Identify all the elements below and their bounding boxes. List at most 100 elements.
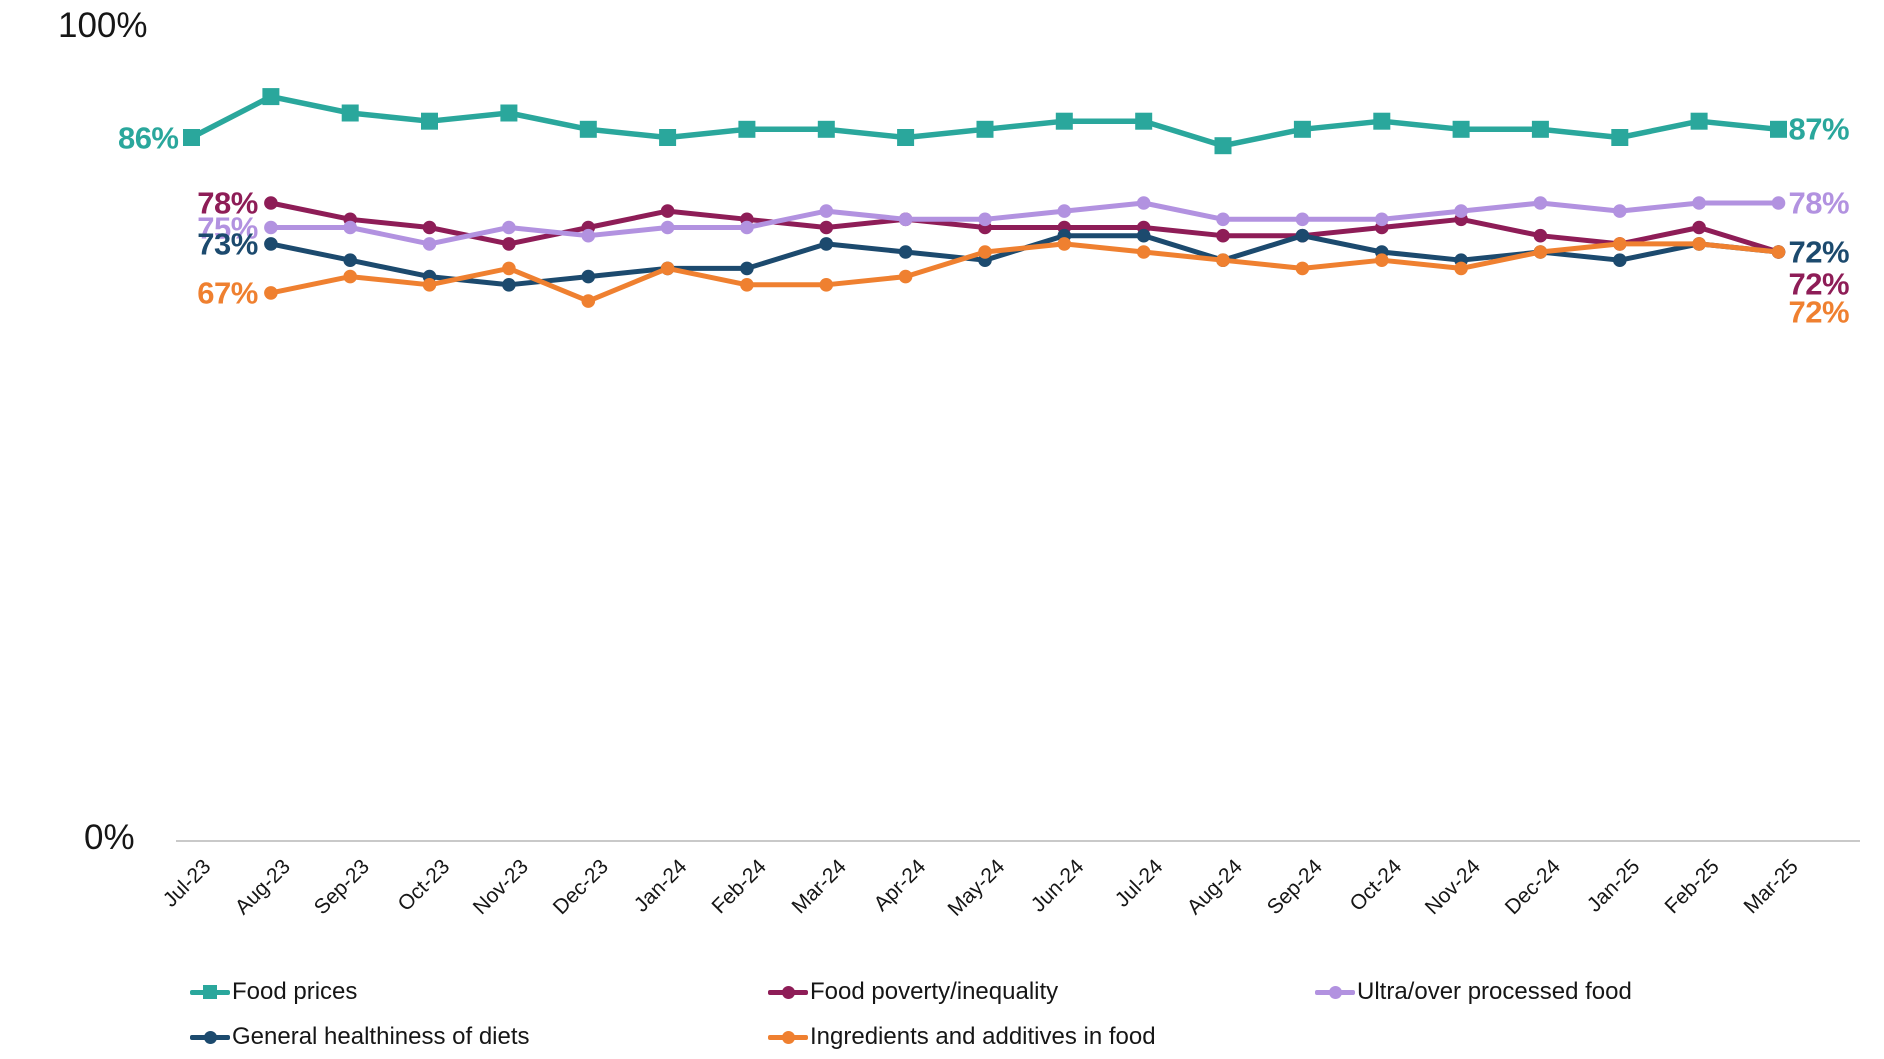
data-point-marker-food-poverty-inequality <box>660 204 675 218</box>
data-point-marker-food-prices <box>897 129 915 146</box>
data-point-marker-ultra-over-processed-food <box>660 220 675 235</box>
data-point-marker-ingredients-and-additives-in-food <box>1375 253 1389 267</box>
data-point-marker-ultra-over-processed-food <box>1295 212 1310 227</box>
data-point-marker-food-prices <box>341 104 359 122</box>
data-point-marker-ultra-over-processed-food <box>740 220 754 235</box>
data-point-marker-ultra-over-processed-food <box>1613 204 1627 218</box>
data-point-marker-food-prices <box>1531 120 1549 138</box>
data-point-marker-food-poverty-inequality <box>819 220 834 235</box>
data-point-marker-food-poverty-inequality <box>1692 220 1706 235</box>
data-point-marker-food-prices <box>817 120 835 138</box>
data-point-marker-ultra-over-processed-food <box>978 212 992 227</box>
series-start-label-food-prices: 86% <box>117 120 179 156</box>
data-point-marker-food-poverty-inequality <box>1533 228 1548 243</box>
data-point-marker-food-prices <box>1214 137 1232 155</box>
data-point-marker-ingredients-and-additives-in-food <box>1216 253 1230 267</box>
data-point-marker-general-healthiness-of-diets <box>1613 253 1627 267</box>
data-point-marker-ultra-over-processed-food <box>1692 196 1706 210</box>
series-start-label-general-healthiness-of-diets: 73% <box>197 226 258 262</box>
data-point-marker-ingredients-and-additives-in-food <box>660 261 675 276</box>
data-point-marker-ultra-over-processed-food <box>502 220 516 235</box>
legend-label: Ultra/over processed food <box>1357 978 1632 1005</box>
data-point-marker-food-prices <box>738 120 756 138</box>
data-point-marker-ingredients-and-additives-in-food <box>343 269 358 284</box>
data-point-marker-food-prices <box>1770 120 1787 138</box>
data-point-marker-ingredients-and-additives-in-food <box>1057 237 1072 251</box>
data-point-marker-general-healthiness-of-diets <box>1295 228 1310 243</box>
data-point-marker-ingredients-and-additives-in-food <box>422 278 437 292</box>
data-point-marker-food-prices <box>1690 112 1708 130</box>
data-point-marker-food-prices <box>659 129 677 146</box>
data-point-marker-ingredients-and-additives-in-food <box>978 245 992 259</box>
legend-item-ultra-over-processed-food: Ultra/over processed food <box>1315 978 1632 1005</box>
legend-marker-icon <box>190 979 230 1005</box>
data-point-marker-ingredients-and-additives-in-food <box>1692 237 1706 251</box>
series-end-label-ingredients-and-additives-in-food: 72% <box>1788 294 1850 330</box>
data-point-marker-food-poverty-inequality <box>422 220 437 235</box>
data-point-marker-ultra-over-processed-food <box>1375 212 1389 227</box>
data-point-marker-food-poverty-inequality <box>502 237 516 251</box>
legend-marker-icon <box>190 1024 230 1050</box>
x-axis-line <box>176 840 1860 842</box>
legend-item-ingredients-and-additives-in-food: Ingredients and additives in food <box>768 1023 1156 1050</box>
y-axis-max-label: 100% <box>58 6 148 45</box>
series-line-ultra-over-processed-food <box>268 200 1781 247</box>
data-point-marker-ultra-over-processed-food <box>898 212 913 227</box>
data-point-marker-ingredients-and-additives-in-food <box>1295 261 1310 276</box>
series-end-label-general-healthiness-of-diets: 72% <box>1788 234 1850 270</box>
series-end-label-food-poverty-inequality: 72% <box>1788 266 1850 302</box>
data-point-marker-general-healthiness-of-diets <box>343 253 358 267</box>
legend-label: Food poverty/inequality <box>810 978 1059 1005</box>
data-point-marker-food-prices <box>1611 129 1629 146</box>
series-start-label-ultra-over-processed-food: 75% <box>197 210 258 245</box>
data-point-marker-general-healthiness-of-diets <box>264 237 278 251</box>
legend-marker-icon <box>768 979 808 1005</box>
data-point-marker-ultra-over-processed-food <box>422 237 437 251</box>
data-point-marker-general-healthiness-of-diets <box>740 261 754 276</box>
series-end-label-ultra-over-processed-food: 78% <box>1788 185 1850 221</box>
legend-item-food-prices: Food prices <box>190 978 358 1005</box>
data-point-marker-ultra-over-processed-food <box>819 204 834 218</box>
legend-label: Ingredients and additives in food <box>810 1023 1156 1050</box>
data-point-marker-ultra-over-processed-food <box>1216 212 1230 227</box>
data-point-marker-ingredients-and-additives-in-food <box>581 294 596 308</box>
data-point-marker-ingredients-and-additives-in-food <box>898 269 913 284</box>
legend-marker-icon <box>768 1024 808 1050</box>
data-point-marker-general-healthiness-of-diets <box>581 269 596 284</box>
series-end-label-food-prices: 87% <box>1788 111 1850 147</box>
legend-label: Food prices <box>232 978 358 1005</box>
data-point-marker-food-prices <box>1055 112 1073 130</box>
data-point-marker-food-prices <box>1373 112 1391 130</box>
data-point-marker-general-healthiness-of-diets <box>819 237 834 251</box>
data-point-marker-food-prices <box>262 88 280 106</box>
series-start-label-ingredients-and-additives-in-food: 67% <box>197 275 258 311</box>
legend-item-general-healthiness-of-diets: General healthiness of diets <box>190 1023 530 1050</box>
legend-item-food-poverty-inequality: Food poverty/inequality <box>768 978 1059 1005</box>
data-point-marker-ultra-over-processed-food <box>1136 196 1151 210</box>
data-point-marker-food-prices <box>183 129 200 146</box>
data-point-marker-ultra-over-processed-food <box>1771 196 1786 210</box>
data-point-marker-ultra-over-processed-food <box>1454 204 1468 218</box>
data-point-marker-food-prices <box>1452 120 1470 138</box>
data-point-marker-general-healthiness-of-diets <box>502 278 516 292</box>
data-point-marker-general-healthiness-of-diets <box>1136 228 1151 243</box>
data-point-marker-food-prices <box>1293 120 1311 138</box>
legend-label: General healthiness of diets <box>232 1023 530 1050</box>
data-point-marker-ingredients-and-additives-in-food <box>1533 245 1548 259</box>
data-point-marker-ingredients-and-additives-in-food <box>1136 245 1151 259</box>
data-point-marker-food-prices <box>421 112 438 130</box>
data-point-marker-ultra-over-processed-food <box>264 220 278 235</box>
data-point-marker-ingredients-and-additives-in-food <box>1613 237 1627 251</box>
data-point-marker-food-prices <box>976 120 994 138</box>
data-point-marker-food-poverty-inequality <box>1216 228 1230 243</box>
series-line-ingredients-and-additives-in-food <box>268 241 1781 304</box>
data-point-marker-food-prices <box>579 120 597 138</box>
data-point-marker-ingredients-and-additives-in-food <box>264 286 278 300</box>
legend-marker-icon <box>1315 979 1355 1005</box>
data-point-marker-ingredients-and-additives-in-food <box>740 278 754 292</box>
data-point-marker-ultra-over-processed-food <box>581 228 596 243</box>
data-point-marker-food-prices <box>500 104 518 122</box>
data-point-marker-food-poverty-inequality <box>264 196 278 210</box>
y-axis-min-label: 0% <box>84 818 135 857</box>
